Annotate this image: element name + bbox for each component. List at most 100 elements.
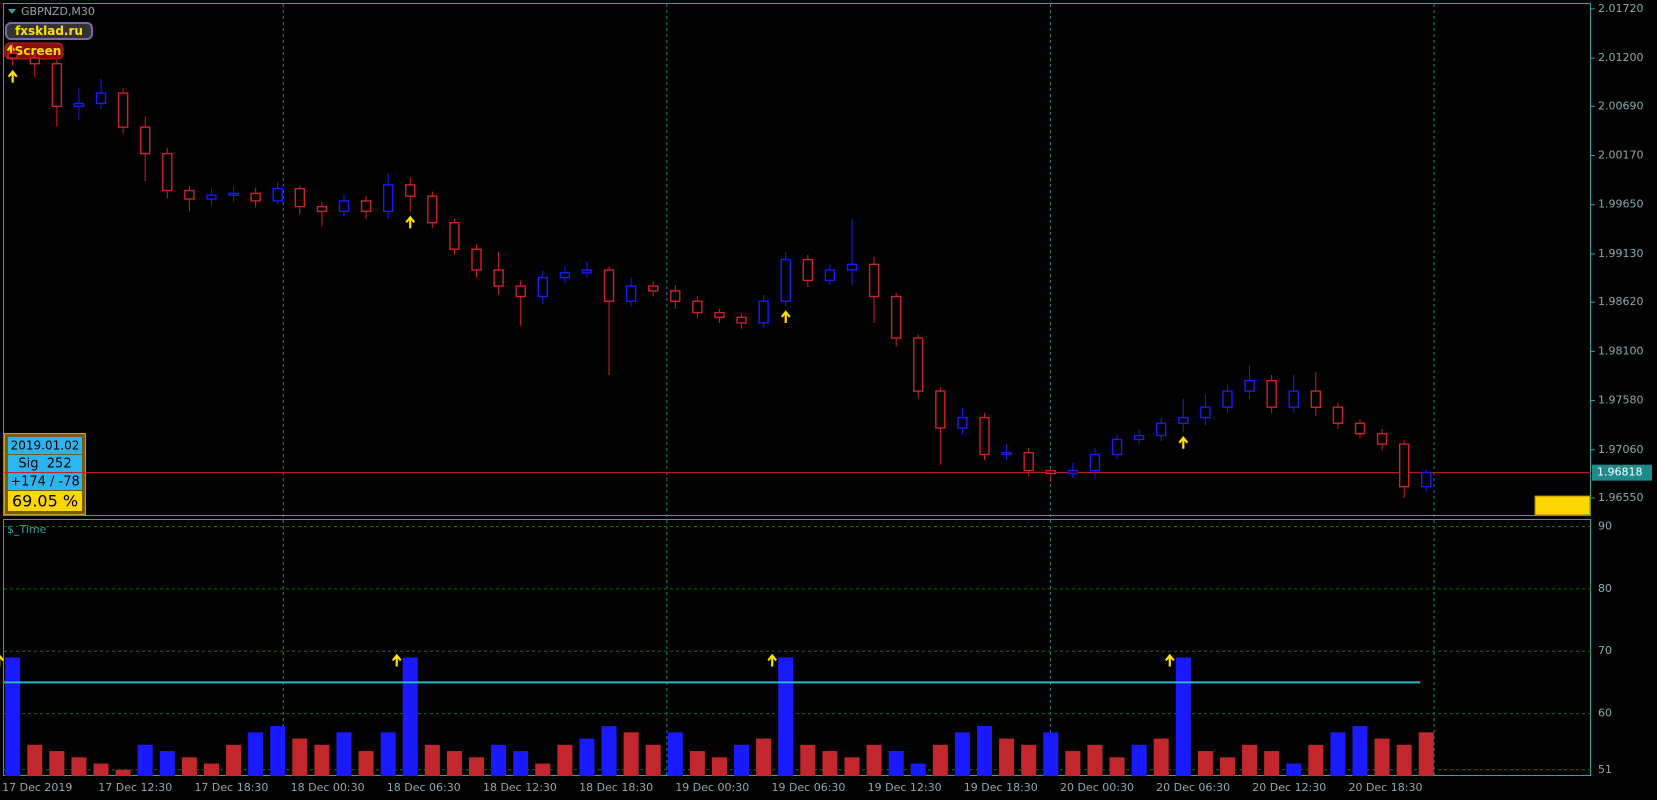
signal-arrow (405, 215, 416, 229)
x-tick-label: 18 Dec 06:30 (387, 781, 461, 794)
info-rate-bg (8, 491, 82, 511)
bar (513, 751, 529, 776)
candle-body (957, 416, 968, 429)
candle-body (1288, 390, 1299, 408)
candle-body (1376, 432, 1388, 445)
bar (314, 744, 330, 776)
bar (248, 732, 264, 776)
bar (1197, 751, 1213, 776)
y-tick-label: 1.99650 (1598, 198, 1644, 211)
bar (1264, 751, 1280, 776)
screen-label[interactable]: Screen (15, 44, 62, 58)
info-pips: +174 / -78 (10, 475, 80, 490)
candle-body (714, 311, 725, 319)
bar (1286, 763, 1302, 776)
candle-body (294, 187, 306, 208)
candle-body (692, 300, 703, 314)
signal-arrow (767, 653, 778, 667)
x-tick-label: 18 Dec 12:30 (483, 781, 557, 794)
candle-body (979, 416, 990, 456)
info-date: 2019.01.02 (11, 439, 80, 453)
signal-arrow (391, 653, 402, 667)
bar (822, 751, 838, 776)
bar (71, 757, 87, 776)
signal-arrow (780, 310, 791, 323)
candle-body (382, 184, 394, 213)
bar (954, 732, 970, 776)
bar (535, 763, 551, 776)
candle-body (1244, 380, 1255, 392)
bar (645, 744, 661, 776)
bar (1131, 744, 1147, 776)
candle-body (1354, 422, 1366, 435)
bar (778, 657, 794, 776)
brand-badge[interactable] (5, 22, 93, 40)
x-tick-label: 17 Dec 12:30 (98, 781, 172, 794)
day-separators (282, 4, 1435, 776)
x-tick-label: 18 Dec 18:30 (579, 781, 653, 794)
bar (1396, 744, 1412, 776)
indicator-title: $_Time (7, 523, 47, 536)
x-tick-label: 20 Dec 12:30 (1252, 781, 1326, 794)
y-tick-label: 1.98100 (1598, 344, 1644, 357)
brand-label[interactable]: fxsklad.ru (15, 24, 83, 38)
candle-body (7, 52, 18, 59)
bar (1330, 732, 1346, 776)
bar (181, 757, 197, 776)
bar (932, 744, 948, 776)
bar (1308, 744, 1324, 776)
candle-body (162, 152, 173, 192)
bar (336, 732, 352, 776)
bar (1087, 744, 1103, 776)
candle-body (581, 269, 593, 274)
y-tick-label: 1.98620 (1598, 295, 1644, 308)
candle-body (1222, 390, 1233, 408)
candle-body (1421, 471, 1432, 488)
info-date-bg (8, 437, 82, 454)
y-tick-label: 80 (1598, 582, 1612, 595)
bar (844, 757, 860, 776)
bar (226, 744, 242, 776)
bar (358, 751, 374, 776)
bar (910, 763, 926, 776)
candle-body (1310, 390, 1322, 408)
y-tick-label: 1.96550 (1598, 491, 1644, 504)
candle-body (802, 258, 814, 282)
bar (1418, 732, 1434, 776)
candle-body (250, 192, 261, 202)
candle-body (117, 92, 129, 128)
bar (800, 744, 816, 776)
bar (1374, 738, 1390, 776)
candle-body (758, 300, 769, 324)
bar (1175, 657, 1191, 776)
yellow-panel (1534, 495, 1591, 516)
candle-body (1398, 443, 1410, 488)
y-tick-label: 1.97060 (1598, 443, 1644, 456)
candle-body (1111, 438, 1123, 456)
bar (49, 751, 65, 776)
y-tick-label: 2.00170 (1598, 149, 1644, 162)
info-sig: Sig 252 (18, 457, 71, 472)
bar (999, 738, 1015, 776)
bar (1352, 726, 1368, 776)
bar (469, 757, 485, 776)
candle-body (206, 194, 217, 200)
bar (1109, 757, 1125, 776)
signal-arrow (1164, 653, 1175, 667)
y-tick-label: 1.99130 (1598, 247, 1644, 260)
candle-body (1133, 434, 1145, 441)
y-tick-label: 2.01200 (1598, 51, 1644, 64)
bar (203, 763, 219, 776)
candle-body (73, 102, 85, 108)
candle-body (1067, 469, 1079, 475)
candle-body (95, 92, 107, 105)
candle-body (360, 200, 372, 213)
candle-body (449, 222, 460, 250)
candle-body (405, 184, 416, 197)
candle-body (846, 263, 858, 271)
bar (402, 657, 418, 776)
candle-body (1332, 406, 1344, 424)
bar (5, 657, 21, 776)
bar (446, 751, 462, 776)
